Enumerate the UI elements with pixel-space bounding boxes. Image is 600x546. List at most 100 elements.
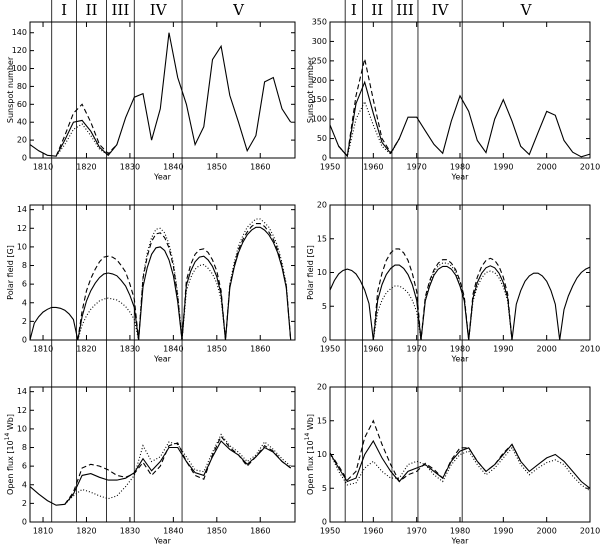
x-tick-label: 1960 xyxy=(363,163,383,172)
series-line xyxy=(29,440,292,506)
y-tick-label: 4 xyxy=(22,480,27,489)
x-tick-label: 1830 xyxy=(120,345,140,354)
y-tick-label: 60 xyxy=(17,100,27,109)
y-axis-label-text: Sunspot number xyxy=(6,56,15,123)
y-tick-label: 6 xyxy=(22,280,27,289)
y-tick-label: 10 xyxy=(17,242,27,251)
x-axis-label: Year xyxy=(451,537,470,546)
x-axis-label: Year xyxy=(153,173,172,182)
y-tick-label: 200 xyxy=(312,76,327,85)
y-tick-label: 8 xyxy=(22,261,27,270)
series-line xyxy=(64,435,292,505)
y-axis-label: Sunspot number xyxy=(6,56,15,123)
series-line xyxy=(77,218,292,341)
plot-frame xyxy=(329,21,591,159)
y-tick-label: 15 xyxy=(317,416,327,425)
y-tick-label: 10 xyxy=(317,450,327,459)
y-axis-label: Open flux [1014 Wb] xyxy=(304,414,315,495)
y-tick-label: 100 xyxy=(312,115,327,124)
y-axis-label: Open flux [1014 Wb] xyxy=(4,414,15,495)
y-tick-label: 12 xyxy=(17,406,27,415)
y-axis-label: Polar field [G] xyxy=(306,245,315,300)
x-axis-label: Year xyxy=(153,537,172,546)
x-tick-label: 1840 xyxy=(163,527,183,536)
series-line xyxy=(372,248,513,341)
y-tick-label: 0 xyxy=(22,518,27,527)
x-tick-label: 1990 xyxy=(493,163,513,172)
series-line xyxy=(338,58,400,157)
plot-frame xyxy=(329,386,591,523)
y-tick-label: 150 xyxy=(312,95,327,104)
period-label: III xyxy=(111,1,129,19)
y-axis-label-suffix: Wb] xyxy=(306,414,315,433)
y-tick-label: 20 xyxy=(317,201,327,210)
y-axis-label: Polar field [G] xyxy=(6,245,15,300)
x-tick-label: 1830 xyxy=(120,527,140,536)
x-tick-label: 1820 xyxy=(76,527,96,536)
y-tick-label: 8 xyxy=(22,443,27,452)
y-tick-label: 20 xyxy=(17,136,27,145)
y-tick-label: 6 xyxy=(22,462,27,471)
series-line xyxy=(329,446,591,492)
y-tick-label: 40 xyxy=(17,118,27,127)
y-tick-label: 0 xyxy=(22,336,27,345)
x-tick-label: 1980 xyxy=(450,527,470,536)
y-tick-label: 0 xyxy=(22,154,27,163)
y-tick-label: 140 xyxy=(12,28,27,37)
x-tick-label: 1820 xyxy=(76,163,96,172)
plot-frame xyxy=(29,386,296,523)
series-line xyxy=(338,100,400,158)
x-axis-label: Year xyxy=(451,355,470,364)
x-tick-label: 1990 xyxy=(493,345,513,354)
y-axis-label-text: Open flux [10 xyxy=(306,440,315,495)
y-tick-label: 0 xyxy=(322,336,327,345)
y-tick-label: 14 xyxy=(17,205,27,214)
series-line xyxy=(329,439,591,489)
series-line xyxy=(29,32,292,157)
x-axis-label: Year xyxy=(451,173,470,182)
period-label: II xyxy=(371,1,383,19)
x-tick-label: 1960 xyxy=(363,527,383,536)
x-tick-label: 1950 xyxy=(320,527,340,536)
series-line xyxy=(77,223,292,341)
y-tick-label: 50 xyxy=(317,134,327,143)
x-tick-label: 1850 xyxy=(207,527,227,536)
x-tick-label: 1970 xyxy=(406,163,426,172)
series-line xyxy=(55,103,118,157)
plot-frame xyxy=(329,204,591,341)
y-tick-label: 10 xyxy=(317,268,327,277)
series-line xyxy=(372,262,513,341)
x-tick-label: 1860 xyxy=(250,527,270,536)
x-tick-label: 2000 xyxy=(536,527,556,536)
x-tick-label: 1810 xyxy=(33,527,53,536)
x-tick-label: 1980 xyxy=(450,345,470,354)
period-label: V xyxy=(232,1,245,19)
y-tick-label: 0 xyxy=(322,154,327,163)
x-tick-label: 2010 xyxy=(580,345,600,354)
y-tick-label: 2 xyxy=(22,317,27,326)
series-line xyxy=(329,419,522,483)
series-line xyxy=(29,226,292,341)
x-tick-label: 1820 xyxy=(76,345,96,354)
period-label: II xyxy=(86,1,98,19)
x-tick-label: 1840 xyxy=(163,163,183,172)
y-tick-label: 4 xyxy=(22,298,27,307)
x-tick-label: 2000 xyxy=(536,345,556,354)
x-tick-label: 1980 xyxy=(450,163,470,172)
period-label: IV xyxy=(432,1,450,19)
period-label: III xyxy=(396,1,414,19)
y-tick-label: 300 xyxy=(312,37,327,46)
y-tick-label: 15 xyxy=(317,234,327,243)
y-tick-label: 2 xyxy=(22,499,27,508)
y-axis-label-text: Polar field [G] xyxy=(306,245,315,300)
x-tick-label: 1990 xyxy=(493,527,513,536)
x-tick-label: 1860 xyxy=(250,163,270,172)
y-axis-label-suffix: Wb] xyxy=(6,414,15,433)
x-tick-label: 1950 xyxy=(320,163,340,172)
x-tick-label: 1810 xyxy=(33,163,53,172)
plot-frame xyxy=(29,204,296,341)
y-tick-label: 20 xyxy=(317,383,327,392)
period-label: IV xyxy=(150,1,168,19)
